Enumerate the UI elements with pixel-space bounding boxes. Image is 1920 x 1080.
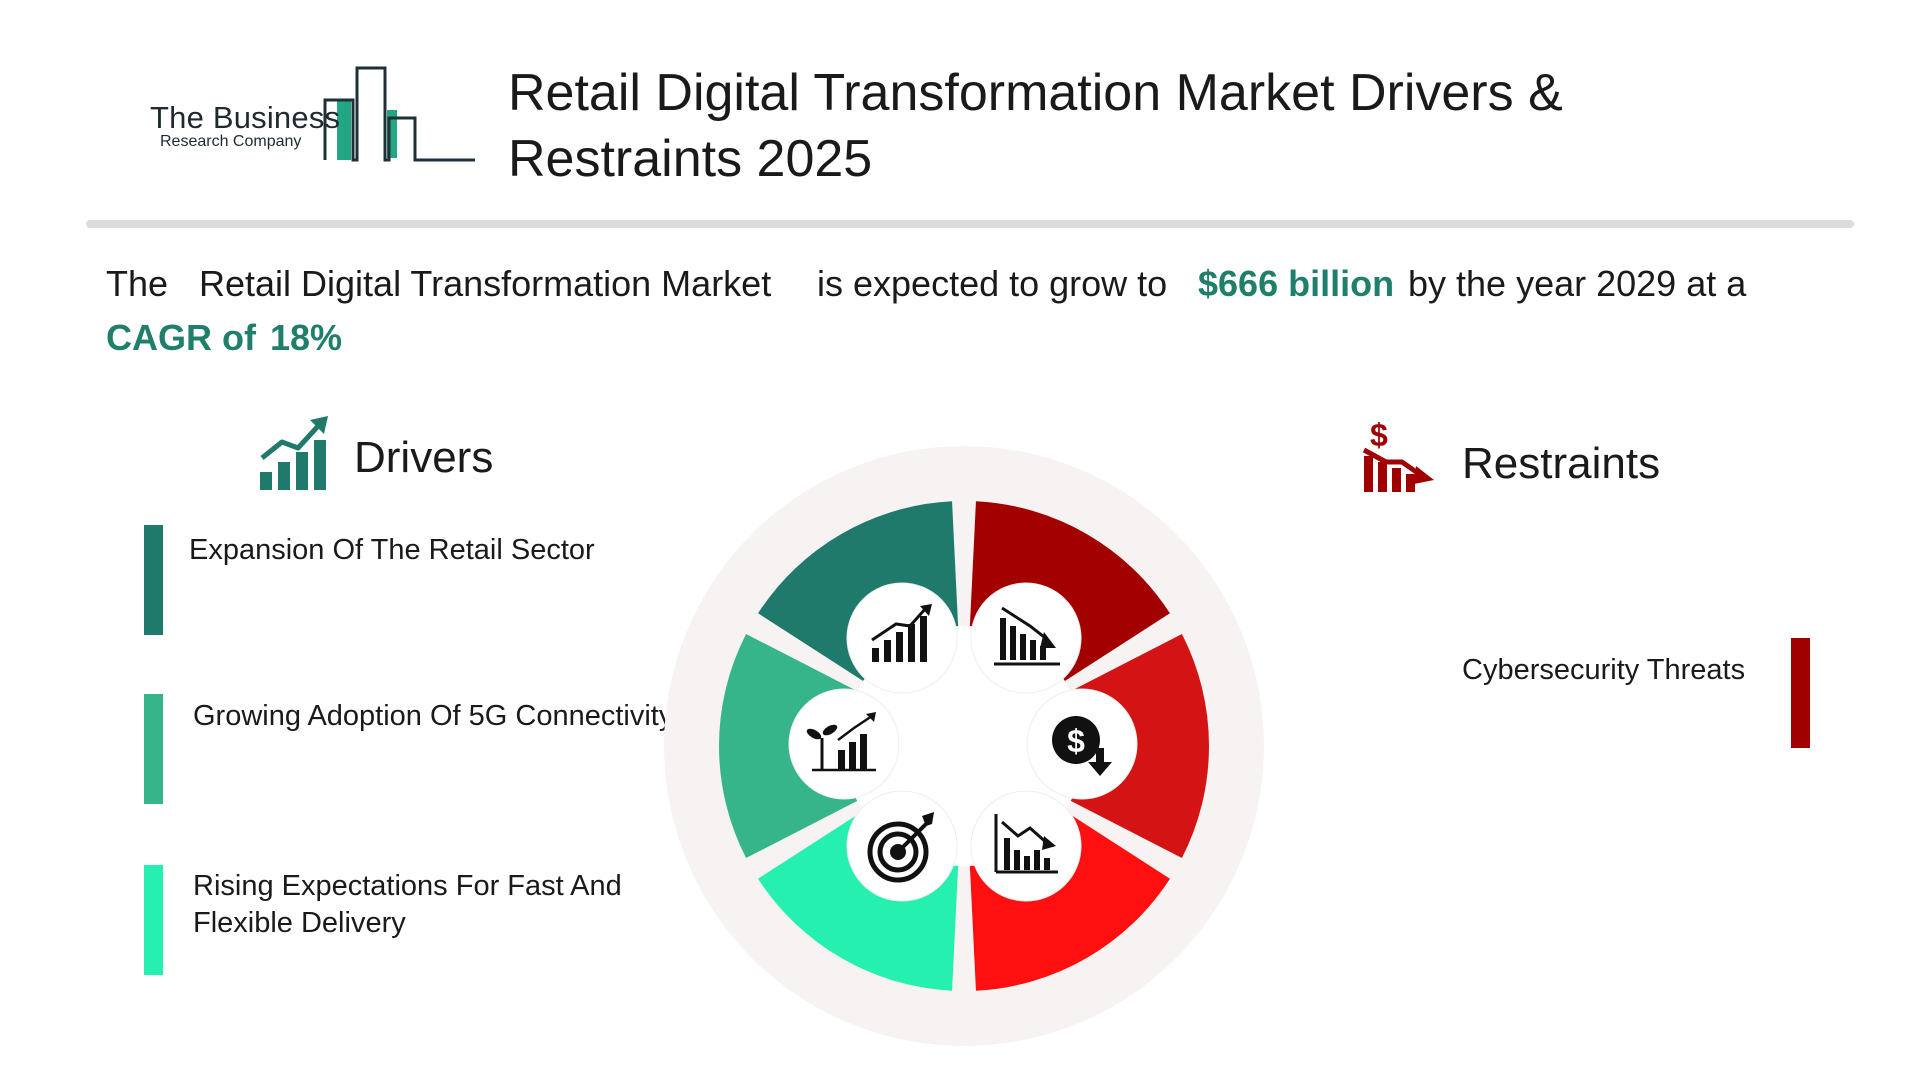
driver-2-bar <box>144 694 163 804</box>
driver-segment-2 <box>719 634 858 858</box>
page-title-line-1: Retail Digital Transformation Market Dri… <box>508 64 1563 122</box>
summary-suffix: by the year 2029 at a <box>1408 263 1747 304</box>
rising-bar-chart-icon <box>846 582 958 694</box>
drivers-title: Drivers <box>354 433 494 482</box>
target-icon <box>846 790 958 902</box>
falling-bar-chart-icon <box>970 582 1082 694</box>
driver-1-label: Expansion Of The Retail Sector <box>189 534 595 566</box>
svg-text:$: $ <box>1370 417 1388 453</box>
restraint-1-bar <box>1791 638 1810 748</box>
summary-market-name: Retail Digital Transformation Market <box>199 263 772 304</box>
drivers-restraints-wheel: $ <box>664 446 1264 1046</box>
driver-3-label: Rising Expectations For Fast And Flexibl… <box>193 870 622 939</box>
restraint-segment-2 <box>1070 634 1209 858</box>
summary-cagr-label: CAGR of <box>106 317 256 358</box>
company-logo <box>323 66 475 162</box>
logo-text-secondary: Research Company <box>160 133 302 150</box>
summary-middle-text: is expected to grow to <box>817 263 1168 304</box>
summary-market-value: $666 billion <box>1198 263 1395 304</box>
restraint-1-label: Cybersecurity Threats <box>1462 654 1746 686</box>
logo-text-primary: The Business <box>150 100 341 135</box>
driver-3-bar <box>144 865 163 975</box>
plant-growth-chart-icon <box>788 688 900 800</box>
header-divider <box>86 220 1854 228</box>
dollar-down-icon: $ <box>1026 688 1138 800</box>
summary-prefix: The <box>106 263 169 304</box>
declining-dollar-chart-icon: $ <box>1362 417 1434 492</box>
page-title: Retail Digital Transformation Market Dri… <box>508 60 1808 192</box>
page-title-line-2: Restraints 2025 <box>508 130 873 188</box>
declining-line-chart-icon <box>970 790 1082 902</box>
growth-chart-icon <box>260 416 328 490</box>
summary-cagr-value: 18% <box>270 317 343 358</box>
driver-2-label: Growing Adoption Of 5G Connectivity <box>193 700 674 732</box>
svg-text:$: $ <box>1067 723 1085 759</box>
driver-1-bar <box>144 525 163 635</box>
restraints-title: Restraints <box>1462 439 1661 488</box>
